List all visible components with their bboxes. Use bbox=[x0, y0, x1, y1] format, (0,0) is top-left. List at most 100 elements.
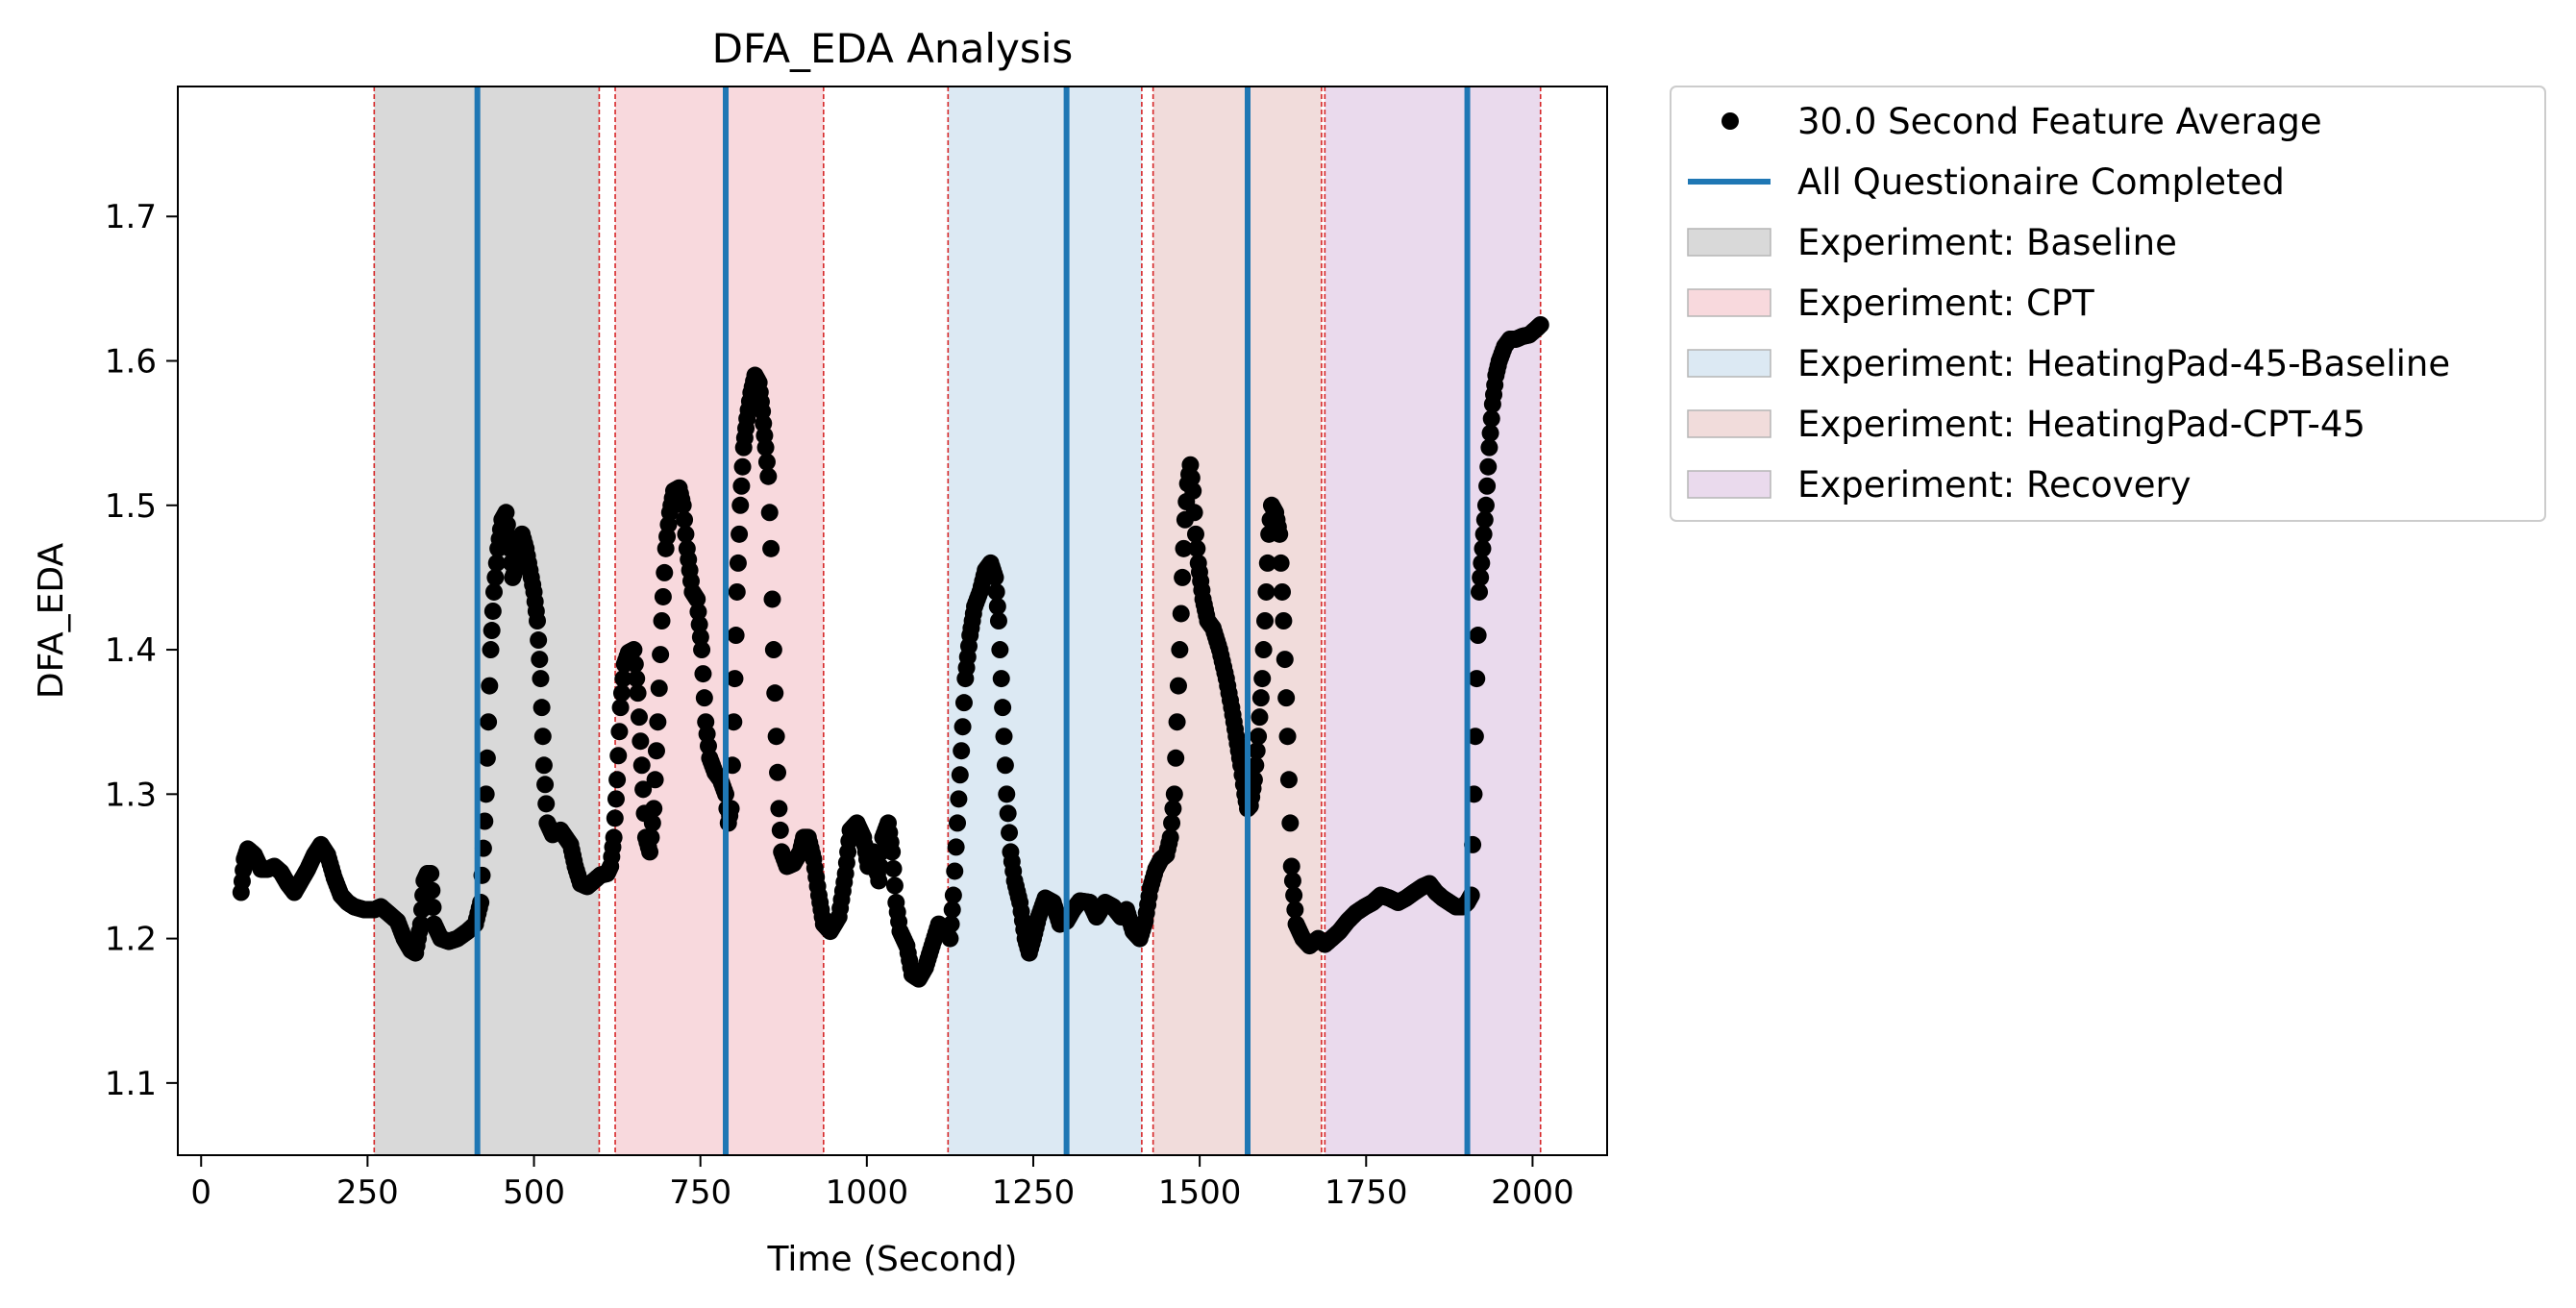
data-point-191 bbox=[478, 749, 496, 767]
data-point-291 bbox=[605, 828, 623, 847]
data-point-817 bbox=[1286, 901, 1304, 919]
data-point-596 bbox=[996, 756, 1014, 775]
y-tick-label-6: 1.7 bbox=[105, 198, 157, 236]
data-point-199 bbox=[487, 554, 506, 572]
data-point-390 bbox=[732, 477, 751, 495]
y-axis-ticks: 1.1 1.2 1.3 1.4 1.5 1.6 1.7 bbox=[105, 198, 178, 1103]
data-point-360 bbox=[694, 665, 712, 683]
data-point-293 bbox=[607, 790, 625, 808]
data-point-810 bbox=[1277, 689, 1296, 707]
legend-item-5: Experiment: HeatingPad-CPT-45 bbox=[1687, 404, 2365, 445]
data-point-388 bbox=[731, 525, 749, 543]
phase-band-1 bbox=[615, 86, 824, 1155]
data-point-737 bbox=[1182, 469, 1201, 487]
data-point-308 bbox=[626, 655, 644, 674]
data-point-410 bbox=[756, 438, 775, 457]
data-point-325 bbox=[649, 713, 667, 731]
x-tick-label-4: 1000 bbox=[826, 1173, 909, 1212]
data-point-557 bbox=[947, 838, 965, 856]
data-point-741 bbox=[1188, 539, 1206, 557]
x-tick-label-0: 0 bbox=[190, 1173, 211, 1212]
data-point-599 bbox=[1001, 824, 1019, 842]
data-point-198 bbox=[486, 568, 505, 586]
data-point-357 bbox=[690, 615, 708, 633]
data-points bbox=[232, 315, 1549, 988]
data-point-811 bbox=[1278, 728, 1297, 746]
data-point-197 bbox=[484, 582, 503, 601]
data-point-808 bbox=[1275, 612, 1293, 629]
data-point-418 bbox=[767, 728, 785, 746]
data-point-509 bbox=[884, 859, 903, 877]
data-point-192 bbox=[480, 713, 498, 731]
data-point-356 bbox=[689, 603, 707, 621]
data-point-386 bbox=[728, 582, 746, 601]
legend-item-2: Experiment: Baseline bbox=[1687, 222, 2177, 263]
data-point-499 bbox=[871, 857, 889, 876]
data-point-292 bbox=[606, 809, 624, 827]
data-point-967 bbox=[1479, 457, 1498, 476]
data-point-727 bbox=[1169, 677, 1187, 695]
legend-patch-3 bbox=[1687, 288, 1771, 317]
data-point-329 bbox=[654, 587, 672, 605]
data-point-554 bbox=[943, 901, 961, 919]
data-point-591 bbox=[989, 612, 1007, 629]
data-point-968 bbox=[1480, 438, 1499, 457]
data-point-415 bbox=[763, 590, 781, 608]
data-point-310 bbox=[629, 684, 647, 703]
data-point-725 bbox=[1167, 749, 1185, 767]
data-point-421 bbox=[771, 821, 789, 839]
legend: 30.0 Second Feature Average All Questiona… bbox=[1670, 86, 2546, 522]
data-point-389 bbox=[731, 496, 750, 514]
legend-item-4: Experiment: HeatingPad-45-Baseline bbox=[1687, 343, 2450, 384]
data-point-359 bbox=[693, 641, 711, 659]
data-point-498 bbox=[870, 872, 888, 890]
legend-box bbox=[1670, 86, 2546, 522]
data-point-361 bbox=[695, 689, 713, 707]
y-tick-label-1: 1.2 bbox=[105, 921, 157, 959]
data-point-346 bbox=[677, 525, 695, 543]
data-point-416 bbox=[764, 641, 782, 659]
data-point-298 bbox=[612, 684, 631, 703]
data-point-508 bbox=[883, 843, 902, 861]
data-point-234 bbox=[533, 699, 551, 717]
data-point-957 bbox=[1468, 670, 1486, 688]
data-point-314 bbox=[634, 780, 653, 799]
data-point-729 bbox=[1172, 605, 1190, 623]
x-axis-ticks: 0 250 500 750 1000 1250 1500 1750 2000 bbox=[190, 1155, 1574, 1212]
data-point-138 bbox=[411, 915, 430, 933]
legend-patch-6 bbox=[1687, 470, 1771, 499]
data-point-966 bbox=[1478, 477, 1497, 495]
data-point-788 bbox=[1248, 742, 1266, 760]
data-point-964 bbox=[1475, 510, 1494, 529]
legend-item-1: All Questionaire Completed bbox=[1688, 161, 2285, 203]
legend-label-2: Experiment: Baseline bbox=[1797, 222, 2177, 263]
data-point-328 bbox=[653, 612, 671, 629]
data-point-358 bbox=[691, 628, 709, 646]
data-point-594 bbox=[994, 699, 1012, 717]
y-tick-label-5: 1.6 bbox=[105, 343, 157, 382]
legend-label-4: Experiment: HeatingPad-45-Baseline bbox=[1797, 343, 2450, 384]
data-point-739 bbox=[1185, 504, 1203, 522]
data-point-589 bbox=[987, 582, 1005, 601]
y-tick-label-0: 1.1 bbox=[105, 1065, 157, 1103]
data-point-963 bbox=[1474, 525, 1493, 543]
data-point-598 bbox=[999, 804, 1017, 823]
data-point-792 bbox=[1253, 670, 1272, 688]
data-point-809 bbox=[1276, 651, 1294, 669]
data-point-793 bbox=[1254, 641, 1273, 659]
data-point-728 bbox=[1171, 641, 1189, 659]
data-point-313 bbox=[632, 756, 651, 775]
x-axis-label: Time (Second) bbox=[766, 1240, 1017, 1279]
data-point-740 bbox=[1186, 525, 1204, 543]
data-point-412 bbox=[759, 467, 778, 485]
data-point-235 bbox=[533, 728, 552, 746]
data-point-815 bbox=[1283, 872, 1301, 890]
data-point-190 bbox=[477, 785, 495, 803]
legend-patch-4 bbox=[1687, 349, 1771, 378]
data-point-790 bbox=[1251, 708, 1269, 727]
data-point-297 bbox=[611, 699, 630, 717]
data-point-561 bbox=[953, 742, 971, 760]
data-point-355 bbox=[688, 590, 706, 608]
data-point-383 bbox=[725, 713, 743, 731]
